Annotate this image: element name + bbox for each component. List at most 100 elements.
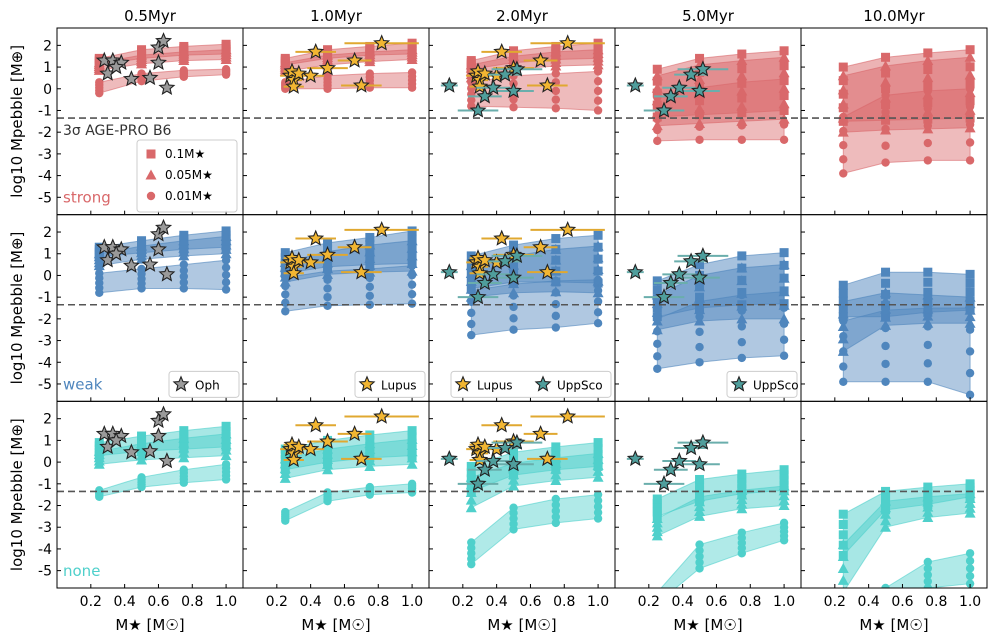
model-point-0.05 — [508, 474, 520, 485]
model-point-0.01 — [551, 494, 561, 504]
model-point-0.05 — [922, 289, 934, 300]
uppsco-star — [505, 268, 523, 285]
lupus-star — [285, 450, 303, 468]
model-point-0.1 — [881, 52, 891, 62]
model-point-0.01 — [881, 597, 889, 605]
model-band-0.01 — [842, 307, 971, 396]
lupus-star — [538, 76, 556, 93]
model-point-0.01 — [551, 311, 561, 321]
model-point-0.05 — [592, 240, 604, 251]
model-point-0.01 — [965, 84, 975, 93]
legend-uppsco-label: UppSco — [557, 378, 603, 392]
model-point-0.01 — [221, 263, 231, 272]
legend-lupus-star — [358, 375, 376, 392]
model-band-0.01 — [98, 259, 227, 294]
model-point-0.01 — [965, 138, 975, 147]
model-point-0.05 — [592, 453, 604, 464]
lupus-star — [302, 66, 320, 83]
lupus-star — [493, 42, 511, 60]
uppsco-star — [440, 76, 458, 93]
x-tick-label: 0.4 — [858, 594, 880, 610]
model-point-0.05 — [550, 243, 562, 254]
x-tick-label: 1.0 — [773, 594, 795, 610]
y-tick-label: 1 — [43, 60, 52, 76]
plot-area — [243, 34, 429, 119]
uppsco-star — [682, 65, 700, 82]
oph-star — [122, 70, 140, 87]
model-point-0.01 — [779, 74, 789, 84]
model-point-0.01 — [965, 556, 975, 566]
model-point-0.05 — [778, 67, 790, 78]
model-point-0.01 — [551, 95, 561, 104]
panel-weak-5.0Myr: UppSco — [614, 214, 802, 402]
model-point-0.01 — [695, 358, 704, 367]
uppsco-star — [626, 76, 644, 93]
panel-none-2.0Myr: 0.2 0.4 0.6 0.8 1.0 — [428, 400, 616, 610]
model-point-0.05 — [465, 486, 477, 497]
uppsco-star — [476, 87, 494, 104]
oph-star — [107, 431, 125, 448]
model-point-0.1 — [881, 267, 891, 277]
lupus-star — [307, 416, 325, 433]
model-point-0.05 — [465, 59, 477, 70]
panel-weak-1.0Myr: Lupus — [242, 214, 430, 402]
model-point-0.01 — [881, 158, 890, 167]
model-point-0.05 — [136, 49, 148, 60]
model-point-0.01 — [695, 342, 704, 352]
panel-strong-1.0Myr: 1.0Myr — [242, 7, 430, 216]
model-point-0.01 — [965, 303, 975, 313]
model-point-0.05 — [778, 272, 790, 283]
model-point-0.01 — [407, 299, 417, 308]
model-point-0.01 — [179, 66, 189, 75]
lupus-star — [319, 59, 337, 76]
model-point-0.05 — [651, 82, 663, 93]
model-point-0.01 — [881, 603, 889, 611]
model-point-0.1 — [509, 240, 519, 250]
model-point-0.01 — [737, 353, 747, 363]
model-point-0.05 — [880, 495, 892, 506]
lupus-star — [319, 432, 337, 449]
model-point-0.05 — [694, 304, 706, 315]
threshold-label: 3σ AGE-PRO B6 — [63, 123, 172, 139]
legend-oph-label: Oph — [195, 378, 220, 392]
model-point-0.01 — [551, 500, 561, 510]
model-point-0.01 — [839, 347, 848, 356]
model-point-0.05 — [364, 246, 376, 257]
oph-star — [155, 32, 173, 49]
uppsco-star — [655, 288, 673, 305]
model-point-0.05 — [837, 295, 849, 306]
model-point-0.05 — [922, 55, 934, 66]
lupus-star — [532, 238, 550, 255]
model-point-0.05 — [406, 433, 418, 444]
uppsco-star — [694, 60, 712, 77]
model-point-0.1 — [965, 45, 975, 55]
model-legend: 0.1M★ 0.05M★ 0.01M★ — [136, 139, 238, 213]
model-point-0.01 — [95, 269, 104, 278]
uppsco-star — [508, 60, 526, 77]
model-point-0.05 — [364, 455, 376, 466]
y-tick-label: -3 — [38, 147, 52, 163]
model-point-0.01 — [467, 286, 476, 295]
model-point-0.1 — [838, 509, 848, 519]
model-point-0.05 — [592, 263, 604, 274]
model-point-0.01 — [839, 362, 848, 371]
model-point-0.05 — [880, 502, 892, 513]
legend-box — [136, 139, 238, 213]
model-point-0.05 — [964, 51, 976, 62]
model-point-0.01 — [179, 266, 189, 275]
uppsco-star — [691, 455, 709, 472]
legend-box — [354, 370, 426, 398]
x-tick-label: 0.2 — [638, 594, 660, 610]
uppsco-star — [505, 455, 523, 472]
model-point-0.01 — [779, 335, 789, 344]
model-point-0.01 — [839, 377, 848, 386]
x-tick-label: 0.6 — [147, 594, 169, 610]
model-point-0.01 — [923, 564, 933, 573]
model-point-0.01 — [365, 291, 375, 300]
panel-frame — [428, 400, 616, 589]
panel-weak-10.0Myr — [800, 214, 988, 402]
model-point-0.01 — [965, 120, 975, 129]
model-point-0.01 — [221, 65, 231, 74]
legend-lupus-star — [454, 375, 472, 392]
lupus-star — [538, 449, 556, 467]
